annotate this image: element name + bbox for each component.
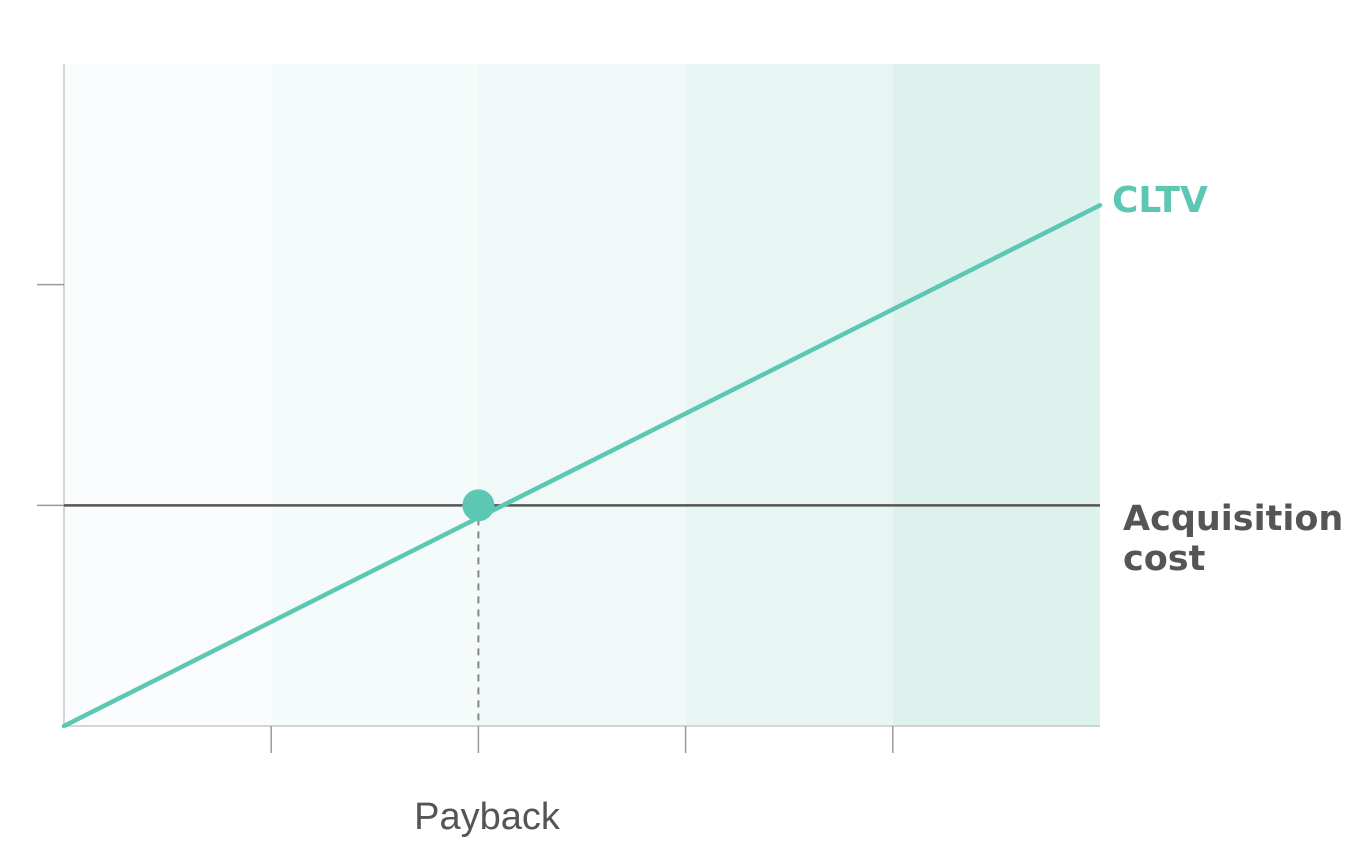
shaded-band-1	[64, 64, 272, 726]
payback-point	[462, 489, 495, 522]
shaded-band-2	[271, 64, 479, 726]
acquisition-cost-label-line1: Acquisition	[1123, 499, 1343, 539]
payback-label: Payback	[414, 796, 561, 838]
acquisition-cost-label-line2: cost	[1123, 539, 1205, 579]
shaded-band-5	[892, 64, 1100, 726]
x-ticks	[270, 726, 894, 753]
shaded-bands	[64, 64, 1100, 726]
y-ticks	[37, 283, 64, 507]
cltv-label: CLTV	[1112, 180, 1208, 221]
shaded-band-3	[478, 64, 686, 726]
shaded-band-4	[685, 64, 893, 726]
cltv-line	[61, 202, 1103, 729]
